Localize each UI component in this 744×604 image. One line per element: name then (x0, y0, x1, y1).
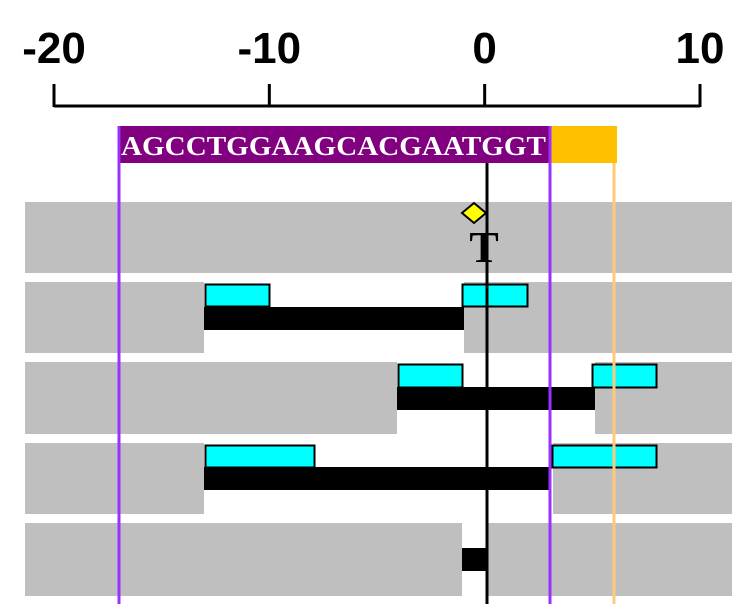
tick-label: 0 (472, 24, 496, 73)
tick-label: -20 (22, 24, 86, 73)
read-block (397, 363, 464, 389)
variant-marker (460, 201, 488, 225)
read-block (591, 363, 658, 389)
read-bar (462, 548, 488, 571)
read-bar (204, 467, 551, 490)
track-band (25, 523, 732, 596)
read-block (204, 444, 316, 469)
read-block (204, 283, 271, 308)
tick-label: 10 (676, 24, 725, 73)
pam-box (549, 126, 617, 163)
sequence-box (118, 126, 549, 163)
sequence: AGCCTGGAAGCACGAATGGT (121, 131, 546, 161)
read-block (551, 444, 658, 469)
axis: -20 -10 0 10 (22, 24, 725, 108)
track-band (25, 202, 732, 273)
read-block (461, 283, 529, 308)
tick-label: -10 (238, 24, 302, 73)
read-bar (204, 307, 464, 330)
read-bar (397, 387, 595, 410)
base-label: T (469, 223, 498, 272)
